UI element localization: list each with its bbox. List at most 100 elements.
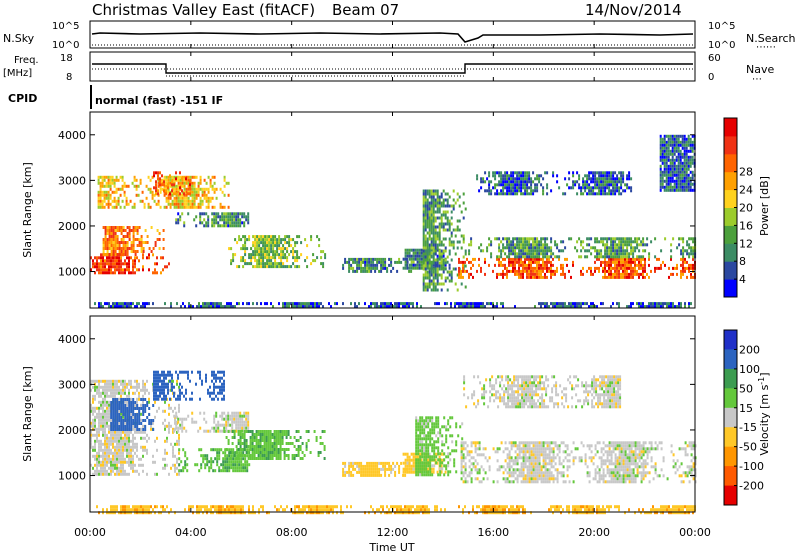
heat-cell (119, 205, 122, 209)
heat-cell (164, 409, 166, 413)
heat-cell (247, 417, 250, 421)
heat-cell (316, 302, 318, 306)
heat-cell (518, 183, 521, 187)
heat-cell (256, 259, 259, 263)
heat-cell (370, 266, 373, 270)
heat-cell (592, 305, 594, 309)
heat-cell (683, 146, 686, 150)
heat-cell (203, 411, 206, 415)
heat-cell (124, 271, 126, 275)
heat-cell (199, 397, 201, 401)
heat-cell (448, 240, 451, 244)
heat-cell (165, 175, 168, 179)
heat-cell (586, 177, 589, 181)
heat-cell (418, 257, 421, 261)
heat-cell (618, 243, 621, 247)
heat-cell (185, 202, 188, 206)
heat-cell (116, 235, 119, 238)
heat-cell (241, 429, 244, 433)
heat-cell (268, 247, 271, 251)
heat-cell (171, 193, 174, 197)
heat-cell (520, 240, 523, 244)
heat-cell (658, 302, 660, 306)
nsky-label: N.Sky (3, 32, 35, 45)
heat-cell (231, 218, 234, 222)
heat-cell (626, 255, 629, 259)
heat-cell (102, 418, 104, 422)
figure-title: Christmas Valley East (fitACF) (92, 1, 315, 19)
heat-cell (106, 448, 108, 452)
heat-cell (109, 202, 112, 206)
heat-cell (428, 192, 431, 196)
heat-cell (434, 243, 437, 247)
heat-cell (200, 454, 203, 458)
heat-cell (179, 394, 181, 398)
heat-cell (278, 302, 280, 306)
heat-cell (514, 186, 517, 190)
heat-cell (227, 423, 230, 427)
heat-cell (270, 262, 273, 266)
heat-cell (126, 305, 128, 309)
heat-cell (114, 422, 117, 425)
heat-cell (558, 249, 561, 253)
heat-cell (498, 180, 501, 184)
heat-cell (663, 149, 666, 153)
heat-cell (378, 257, 381, 261)
heat-cell (201, 221, 204, 225)
heat-cell (106, 454, 108, 458)
heat-cell (524, 263, 526, 267)
heat-cell (102, 241, 105, 244)
heat-cell (181, 193, 184, 197)
heat-cell (598, 189, 601, 193)
heat-cell (498, 174, 501, 178)
heat-cell (422, 231, 425, 235)
heat-cell (322, 305, 324, 309)
heat-cell (250, 259, 253, 263)
heat-cell (96, 466, 98, 470)
heat-cell (179, 417, 182, 421)
heat-cell (692, 255, 695, 259)
heat-cell (145, 196, 148, 200)
heat-cell (134, 430, 136, 434)
heat-cell (140, 407, 143, 410)
heat-cell (159, 177, 161, 181)
heat-cell (554, 272, 556, 276)
heat-cell (606, 183, 609, 187)
heat-cell (120, 430, 122, 434)
heat-cell (214, 305, 216, 309)
heat-cell (155, 192, 157, 196)
heat-cell (608, 174, 611, 178)
heat-cell (672, 237, 675, 241)
heat-cell (104, 430, 106, 434)
heat-cell (167, 190, 170, 194)
heat-cell (96, 439, 98, 443)
heat-cell (534, 266, 536, 270)
heat-cell (122, 460, 124, 464)
heat-cell (120, 232, 123, 235)
heat-cell (118, 253, 121, 256)
heat-cell (386, 269, 389, 273)
heat-cell (122, 235, 125, 238)
heat-cell (522, 243, 525, 247)
heat-cell (544, 237, 547, 241)
heat-cell (642, 272, 644, 276)
heat-cell (217, 385, 219, 389)
heat-cell (410, 266, 413, 270)
heat-cell (108, 400, 110, 404)
heat-cell (646, 305, 648, 309)
heat-cell (438, 201, 441, 205)
heat-cell (116, 302, 118, 306)
heat-cell (221, 215, 224, 219)
heat-cell (530, 183, 533, 187)
heat-cell (686, 252, 689, 256)
heat-cell (120, 454, 122, 458)
heat-cell (440, 273, 443, 277)
heat-cell (126, 460, 128, 464)
heat-cell (460, 260, 462, 264)
heat-cell (154, 472, 156, 476)
heat-cell (193, 199, 196, 203)
heat-cell (244, 250, 247, 254)
heat-cell (187, 205, 190, 209)
heat-cell (620, 192, 623, 196)
heat-cell (272, 305, 274, 309)
